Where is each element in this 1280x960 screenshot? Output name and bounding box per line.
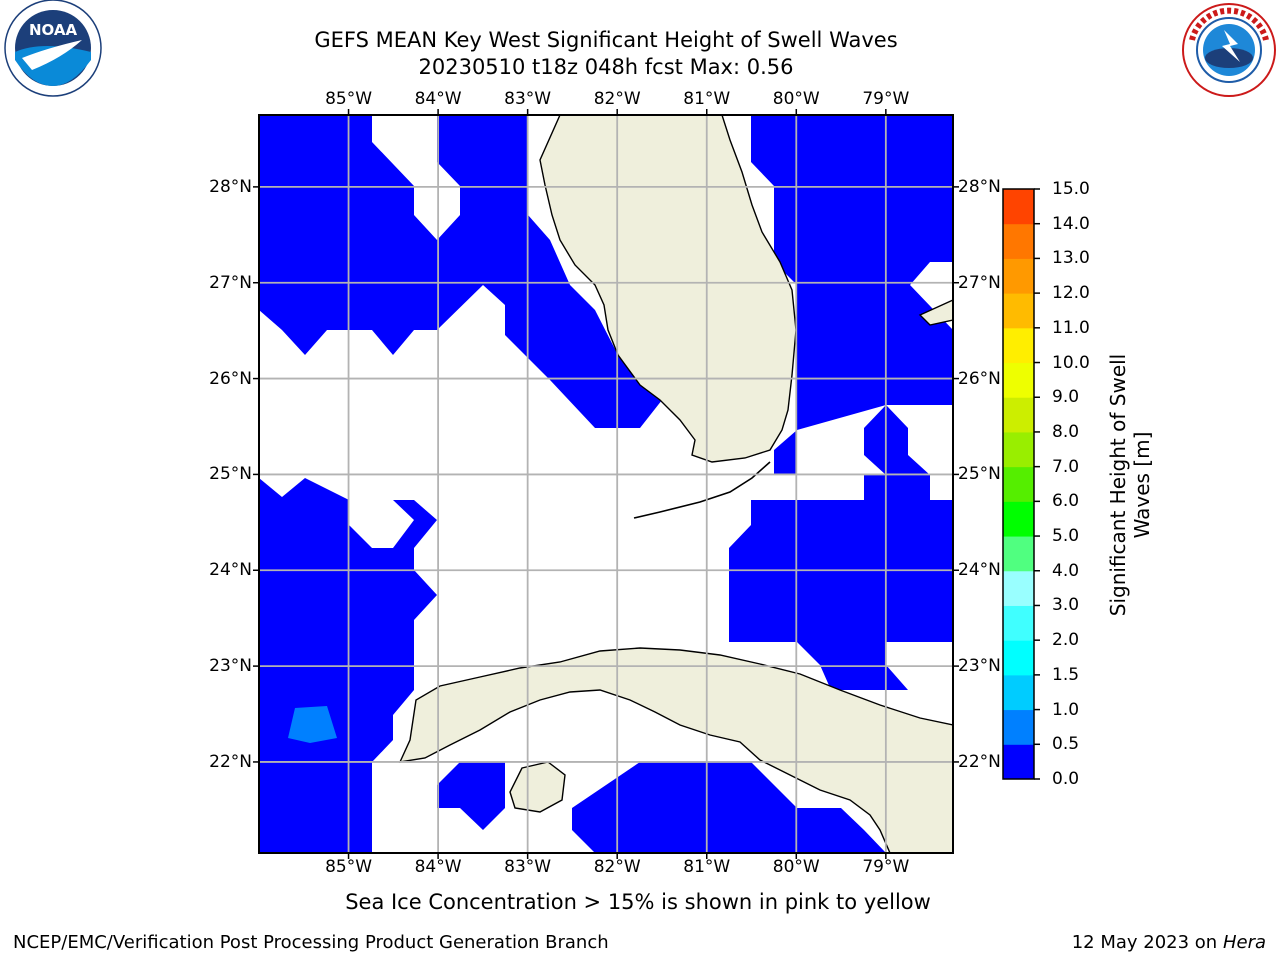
chart-subtitle: 20230510 t18z 048h fcst Max: 0.56 — [418, 55, 794, 79]
colorbar-tick-label: 0.5 — [1052, 734, 1080, 755]
colorbar-band — [1003, 640, 1034, 676]
colorbar-band — [1003, 605, 1034, 641]
noaa-logo: NOAA — [4, 0, 102, 97]
colorbar-tick-label: 2.0 — [1052, 630, 1080, 651]
colorbar-band — [1003, 674, 1034, 711]
lat-label-left: 23°N — [209, 656, 252, 677]
lon-label-top: 80°W — [772, 89, 820, 109]
lat-label-left: 24°N — [209, 560, 252, 581]
swell-region-south-a — [437, 762, 505, 830]
colorbar-tick-label: 11.0 — [1052, 317, 1090, 338]
colorbar-band — [1003, 744, 1034, 780]
land-isla-de-la-juventud — [509, 761, 566, 813]
colorbar-band — [1003, 293, 1034, 329]
colorbar-band — [1003, 327, 1034, 364]
colorbar-tick-label: 10.0 — [1052, 352, 1090, 373]
lat-label-left: 28°N — [209, 176, 252, 197]
map-frame — [258, 114, 954, 854]
colorbar-tick-label: 5.0 — [1052, 526, 1080, 547]
colorbar-tick-label: 4.0 — [1052, 560, 1080, 581]
colorbar-tick-label: 3.0 — [1052, 595, 1080, 616]
colorbar-band — [1003, 709, 1034, 745]
land-florida — [539, 115, 797, 463]
colorbar-band — [1003, 536, 1034, 572]
colorbar-title: Significant Height of Swell Waves [m] — [1106, 353, 1154, 617]
colorbar-tick-label: 15.0 — [1052, 179, 1090, 199]
colorbar-band — [1003, 431, 1034, 468]
colorbar-tick-label: 13.0 — [1052, 248, 1090, 269]
colorbar-band — [1003, 189, 1034, 225]
land-keys — [633, 461, 771, 519]
colorbar-band — [1003, 223, 1034, 259]
swell-region-05-10 — [288, 706, 337, 743]
colorbar-frame — [1002, 188, 1035, 780]
lat-label-left: 27°N — [209, 272, 252, 293]
lon-label-top: 84°W — [414, 89, 462, 109]
colorbar-band — [1003, 501, 1034, 537]
colorbar — [1003, 189, 1034, 780]
lat-label-left: 25°N — [209, 464, 252, 485]
colorbar-tick-label: 12.0 — [1052, 283, 1090, 304]
chart-title: GEFS MEAN Key West Significant Height of… — [314, 28, 898, 52]
land-bahamas — [918, 299, 953, 326]
noaa-logo-text: NOAA — [29, 21, 78, 39]
colorbar-tick-label: 1.0 — [1052, 699, 1080, 720]
swell-region-south-b — [572, 762, 886, 853]
lat-label-right: 28°N — [958, 176, 1001, 197]
swell-region-atlantic — [729, 115, 953, 690]
swell-region-nw — [259, 115, 662, 428]
colorbar-tick-label: 0.0 — [1052, 769, 1080, 789]
sea-ice-note: Sea Ice Concentration > 15% is shown in … — [345, 890, 931, 914]
lon-label-top: 82°W — [593, 89, 641, 109]
lat-label-right: 25°N — [958, 464, 1001, 485]
lon-label-bottom: 81°W — [683, 857, 731, 877]
colorbar-band — [1003, 570, 1034, 606]
graticule — [259, 115, 953, 853]
colorbar-band — [1003, 258, 1034, 294]
lon-label-bottom: 79°W — [862, 857, 910, 877]
colorbar-tick-label: 8.0 — [1052, 421, 1080, 442]
lon-label-top: 85°W — [325, 89, 373, 109]
colorbar-tick-label: 9.0 — [1052, 387, 1080, 408]
lat-label-right: 24°N — [958, 560, 1001, 581]
footer-date: 12 May 2023 on Hera — [1071, 932, 1266, 953]
lat-label-right: 27°N — [958, 272, 1001, 293]
lat-label-right: 23°N — [958, 656, 1001, 677]
lon-label-top: 83°W — [504, 89, 552, 109]
lon-label-top: 81°W — [683, 89, 731, 109]
lon-label-bottom: 84°W — [414, 857, 462, 877]
lat-label-right: 26°N — [958, 368, 1001, 389]
colorbar-tick-label: 14.0 — [1052, 213, 1090, 234]
colorbar-tick-label: 7.0 — [1052, 456, 1080, 477]
lon-label-top: 79°W — [862, 89, 910, 109]
nws-logo — [1182, 3, 1276, 97]
colorbar-band — [1003, 362, 1034, 398]
colorbar-tick-label: 1.5 — [1052, 664, 1080, 685]
lat-label-left: 22°N — [209, 751, 252, 772]
lon-label-bottom: 83°W — [504, 857, 552, 877]
lat-label-left: 26°N — [209, 368, 252, 389]
lon-label-bottom: 85°W — [325, 857, 373, 877]
lon-label-bottom: 80°W — [772, 857, 820, 877]
colorbar-tick-label: 6.0 — [1052, 491, 1080, 512]
lon-label-bottom: 82°W — [593, 857, 641, 877]
colorbar-band — [1003, 466, 1034, 502]
footer-host: Hera — [1222, 932, 1266, 953]
footer-producer: NCEP/EMC/Verification Post Processing Pr… — [13, 932, 609, 953]
land-cuba — [398, 647, 953, 853]
lat-label-right: 22°N — [958, 751, 1001, 772]
colorbar-band — [1003, 397, 1034, 433]
